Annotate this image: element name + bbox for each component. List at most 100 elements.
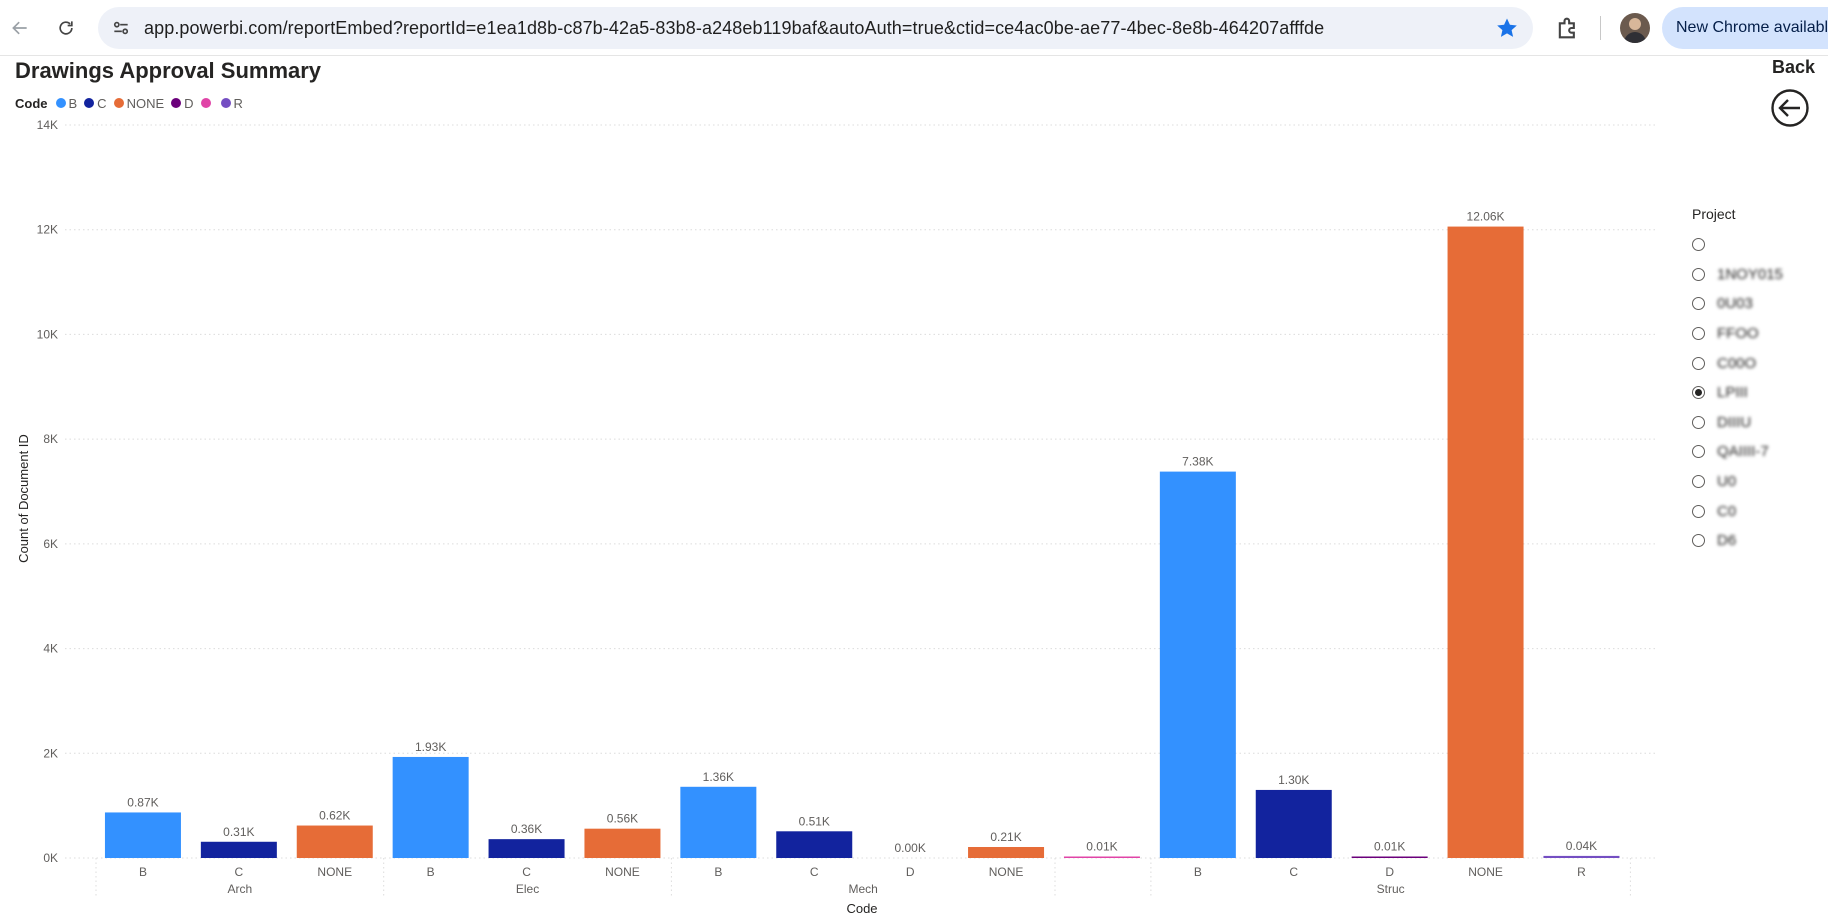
legend-item-r[interactable]: R: [220, 95, 243, 111]
chart-canvas: 0K 2K 4K 6K 8K 10K 12K 14K Count of Document ID 0…: [16, 118, 1655, 913]
slicer-list: 1NOY015 0U03 FFOO C00O LPIII DIIIU QAIIII-7 U0 C…: [1692, 230, 1822, 556]
legend-item-none[interactable]: NONE: [113, 95, 165, 111]
bar: [680, 786, 757, 858]
bar: [1159, 471, 1236, 858]
back-label: Back: [1772, 57, 1816, 77]
radio-button[interactable]: [1692, 415, 1705, 429]
data-label: 1.30K: [1278, 773, 1309, 787]
chrome-update-button[interactable]: New Chrome available: [1662, 7, 1828, 49]
slicer-item[interactable]: U0: [1692, 467, 1822, 497]
group-label: Arch: [228, 882, 253, 896]
data-label: 0.01K: [1374, 840, 1405, 854]
x-tick-label: NONE: [1468, 865, 1503, 879]
y-tick-label: 12K: [37, 223, 58, 237]
slicer-item-label: DIIIU: [1717, 413, 1752, 431]
slicer-item[interactable]: DIIIU: [1692, 408, 1822, 438]
x-tick-label: D: [1385, 865, 1394, 879]
clustered-bar-chart: 0K 2K 4K 6K 8K 10K 12K 14K Count of Document ID 0…: [0, 110, 1660, 913]
slicer-item[interactable]: QAIIII-7: [1692, 437, 1822, 467]
legend-label: NONE: [126, 95, 165, 111]
bookmark-star-icon[interactable]: [1495, 16, 1519, 40]
legend-item-blank[interactable]: [200, 98, 214, 108]
slicer-item[interactable]: LPIII: [1692, 378, 1822, 408]
slicer-item[interactable]: 0U03: [1692, 289, 1822, 319]
slicer-item-label: D6: [1717, 532, 1737, 550]
radio-button[interactable]: [1692, 267, 1705, 281]
x-axis-title: Code: [846, 901, 877, 913]
x-tick-label: C: [810, 865, 819, 879]
chart-legend: Code B C NONE D R: [15, 95, 250, 111]
slicer-item[interactable]: 1NOY015: [1692, 260, 1822, 290]
extensions-icon[interactable]: [1554, 14, 1582, 42]
x-tick-label: C: [235, 865, 244, 879]
legend-label: D: [184, 95, 194, 111]
slicer-item-label: QAIIII-7: [1717, 443, 1769, 461]
legend-label: B: [68, 95, 78, 111]
radio-button[interactable]: [1692, 386, 1705, 400]
radio-button[interactable]: [1692, 238, 1705, 252]
back-circle-arrow-icon[interactable]: [1770, 88, 1810, 128]
x-tick-label: D: [906, 865, 915, 879]
address-bar[interactable]: app.powerbi.com/reportEmbed?reportId=e1e…: [98, 7, 1533, 49]
y-tick-label: 0K: [43, 851, 58, 865]
url-text[interactable]: app.powerbi.com/reportEmbed?reportId=e1e…: [144, 18, 1325, 38]
radio-button[interactable]: [1692, 445, 1705, 459]
slicer-item-label: 0U03: [1717, 295, 1753, 313]
group-label: Elec: [516, 882, 539, 896]
bar: [1351, 856, 1428, 858]
slicer-item[interactable]: [1692, 230, 1822, 260]
legend-label: C: [97, 95, 107, 111]
slicer-item-label: 1NOY015: [1717, 265, 1783, 283]
bar: [488, 839, 565, 858]
y-tick-label: 8K: [43, 432, 58, 446]
slicer-item[interactable]: FFOO: [1692, 319, 1822, 349]
site-info-icon[interactable]: [108, 15, 134, 41]
back-arrow-icon[interactable]: [2, 10, 38, 46]
y-axis-title: Count of Document ID: [16, 434, 31, 563]
x-tick-label: NONE: [989, 865, 1024, 879]
slicer-item[interactable]: C00O: [1692, 348, 1822, 378]
legend-item-d[interactable]: D: [171, 95, 194, 111]
legend-dot: [200, 98, 211, 108]
slicer-item[interactable]: C0: [1692, 496, 1822, 526]
data-label: 0.51K: [799, 814, 830, 828]
legend-dot: [171, 98, 182, 108]
radio-button[interactable]: [1692, 356, 1705, 370]
bar: [1063, 856, 1140, 858]
reload-icon[interactable]: [48, 10, 84, 46]
data-label: 0.04K: [1566, 839, 1597, 853]
radio-button[interactable]: [1692, 504, 1705, 518]
data-label: 0.01K: [1086, 840, 1117, 854]
x-tick-label: B: [139, 865, 147, 879]
legend-dot: [220, 98, 231, 108]
avatar[interactable]: [1620, 13, 1650, 43]
radio-button[interactable]: [1692, 297, 1705, 311]
data-label: 0.21K: [990, 830, 1021, 844]
y-tick-label: 2K: [43, 746, 58, 760]
bar: [392, 756, 469, 858]
x-tick-label: C: [522, 865, 531, 879]
data-label: 1.36K: [703, 770, 734, 784]
radio-button[interactable]: [1692, 327, 1705, 341]
legend-label: R: [233, 95, 243, 111]
slicer-item[interactable]: D6: [1692, 526, 1822, 556]
bar: [1447, 226, 1524, 858]
x-tick-label: R: [1577, 865, 1586, 879]
legend-item-c[interactable]: C: [84, 95, 107, 111]
slicer-item-label: C0: [1717, 502, 1737, 520]
legend-dot: [113, 98, 124, 108]
bar: [296, 825, 373, 858]
data-label: 0.56K: [607, 812, 638, 826]
x-tick-label: B: [427, 865, 435, 879]
slicer-title: Project: [1692, 206, 1736, 222]
bar: [1255, 789, 1332, 858]
bar: [1543, 855, 1620, 858]
data-label: 1.93K: [415, 740, 446, 754]
x-tick-label: B: [714, 865, 722, 879]
radio-button[interactable]: [1692, 534, 1705, 548]
data-label: 7.38K: [1182, 455, 1213, 469]
x-tick-label: NONE: [317, 865, 352, 879]
legend-item-b[interactable]: B: [55, 95, 78, 111]
bar: [200, 841, 277, 858]
radio-button[interactable]: [1692, 475, 1705, 489]
